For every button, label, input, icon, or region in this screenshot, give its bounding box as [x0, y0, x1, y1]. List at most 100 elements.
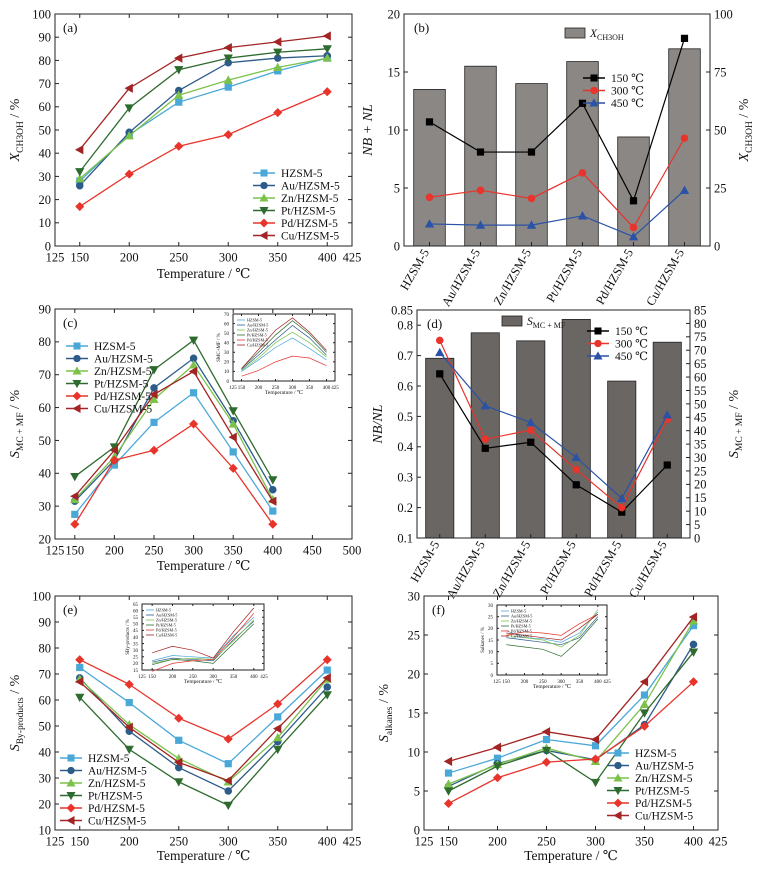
- plot-frame: [416, 309, 691, 539]
- legend-bar-label-base: X: [589, 28, 598, 40]
- y2-axis-label: XCH3OH / %: [737, 98, 755, 162]
- y-axis-label-base: S: [377, 735, 392, 742]
- series-cu-hzsm-5: [75, 31, 331, 155]
- y-tick-label: 90: [39, 615, 52, 629]
- x-tick-label: 200: [488, 835, 507, 849]
- y-tick-label: 0.4: [397, 440, 413, 454]
- x-tick-label: 425: [260, 675, 268, 680]
- series-hzsm-5: [76, 54, 331, 185]
- panel-f: 125 150 200 250 300 350 400 425051015202530(f)T…: [377, 589, 727, 863]
- x-tick-label: 250: [537, 835, 556, 849]
- y-tick-label: 60: [39, 401, 52, 415]
- data-point: [174, 141, 184, 151]
- inset-legend-label: Cu/HZSM-5: [156, 633, 177, 638]
- series-line: [439, 340, 668, 509]
- series-150c: [425, 34, 689, 205]
- bar: [470, 332, 500, 539]
- series-pt-hzsm-5: [443, 648, 699, 796]
- series-line: [439, 373, 668, 513]
- data-point: [125, 698, 133, 707]
- x-tick-label: 250: [539, 680, 547, 685]
- y-tick-label: 25: [488, 615, 494, 620]
- series-5: [506, 614, 599, 641]
- legend-marker: [66, 815, 75, 826]
- x-tick-label: 250: [272, 386, 280, 391]
- data-point: [273, 48, 283, 58]
- data-point: [425, 193, 434, 202]
- y2-axis-label-sub: MC + MF: [735, 412, 745, 451]
- y-tick-label: 100: [32, 589, 51, 603]
- inset-legend-label: HZSM-5: [156, 608, 171, 613]
- y-axis-label-unit: / %: [8, 390, 23, 413]
- data-point: [273, 108, 283, 118]
- inset-legend-label: Cu/HZSM-5: [511, 634, 532, 639]
- panel-d: 0.10.20.30.40.50.60.70.80.85051015202530…: [371, 303, 745, 600]
- y-tick-label: 40: [39, 745, 52, 759]
- inset-x-axis-label: Temperature / ℃: [184, 678, 222, 685]
- y2-tick-label: 70: [694, 344, 707, 358]
- data-point: [541, 727, 551, 737]
- y2-tick-label: 100: [714, 7, 733, 21]
- inset-y-axis-label: Salkanes / %: [481, 627, 486, 653]
- data-point: [223, 43, 232, 53]
- inset-legend-label: Pt/HZSM-5: [247, 333, 267, 338]
- data-point: [149, 445, 159, 455]
- x-tick-label: 425: [343, 251, 362, 265]
- data-point: [424, 219, 435, 228]
- x-tick-label: 450: [303, 544, 322, 558]
- x-tick-label: 300: [586, 835, 605, 849]
- series-line: [74, 370, 274, 502]
- data-point: [443, 756, 453, 766]
- x-tick-label: 125: [46, 544, 65, 558]
- series-0: [506, 611, 599, 643]
- legend-a: HZSM-5Au/HZSM-5Zn/HZSM-5Pt/HZSM-5Pd/HZSM…: [253, 168, 340, 243]
- legend-bar-swatch: [564, 27, 586, 39]
- legend-marker: [72, 391, 82, 401]
- y-tick-label: 80: [39, 335, 52, 349]
- x-tick-label: 150: [148, 675, 156, 680]
- legend-bar-label: SMC + MF: [527, 316, 566, 330]
- x-tick-label: Au/HZSM-5: [439, 247, 483, 309]
- data-point: [639, 677, 649, 687]
- data-point: [590, 754, 601, 764]
- data-point: [476, 186, 485, 195]
- y-tick-label: 10: [224, 370, 230, 375]
- series-line: [448, 620, 695, 785]
- legend-marker: [594, 327, 602, 335]
- y-tick-label: 30: [39, 500, 52, 514]
- y-axis-label-sub: MC + MF: [16, 412, 26, 451]
- legend-marker: [613, 773, 623, 782]
- series-line: [74, 391, 274, 515]
- data-point: [124, 169, 134, 179]
- legend-marker: [66, 791, 76, 801]
- data-point: [70, 472, 80, 482]
- legend-marker: [613, 798, 623, 808]
- x-tick-label: Au/HZSM-5: [444, 539, 488, 601]
- legend-label: Pd/HZSM-5: [88, 803, 145, 815]
- legend-label: Pd/HZSM-5: [94, 391, 151, 403]
- data-point: [223, 801, 233, 811]
- x-tick-label: 400: [684, 835, 703, 849]
- data-point: [188, 360, 199, 369]
- y-axis-label-unit: / %: [377, 684, 392, 707]
- x-tick-label: 200: [120, 835, 139, 849]
- y-tick-label: 15: [133, 669, 139, 674]
- y-tick-label: 50: [224, 332, 230, 337]
- y-tick-label: 10: [388, 123, 401, 137]
- legend-label: HZSM-5: [88, 753, 130, 765]
- plot-frame: [403, 13, 711, 247]
- y-axis-label-unit: / %: [8, 674, 23, 697]
- x-tick-label: Pd/HZSM-5: [593, 247, 636, 308]
- legend-label: 450 ℃: [615, 351, 648, 363]
- series-line: [506, 609, 599, 648]
- legend-label: Pd/HZSM-5: [281, 218, 338, 230]
- data-point: [188, 336, 199, 345]
- x-tick-label: 125: [415, 835, 434, 849]
- legend-marker: [73, 354, 81, 363]
- data-point: [572, 465, 581, 474]
- data-point: [526, 417, 536, 427]
- series-line: [241, 325, 327, 370]
- legend-bar-swatch: [501, 315, 523, 327]
- inset-legend-label: HZSM-5: [247, 318, 262, 323]
